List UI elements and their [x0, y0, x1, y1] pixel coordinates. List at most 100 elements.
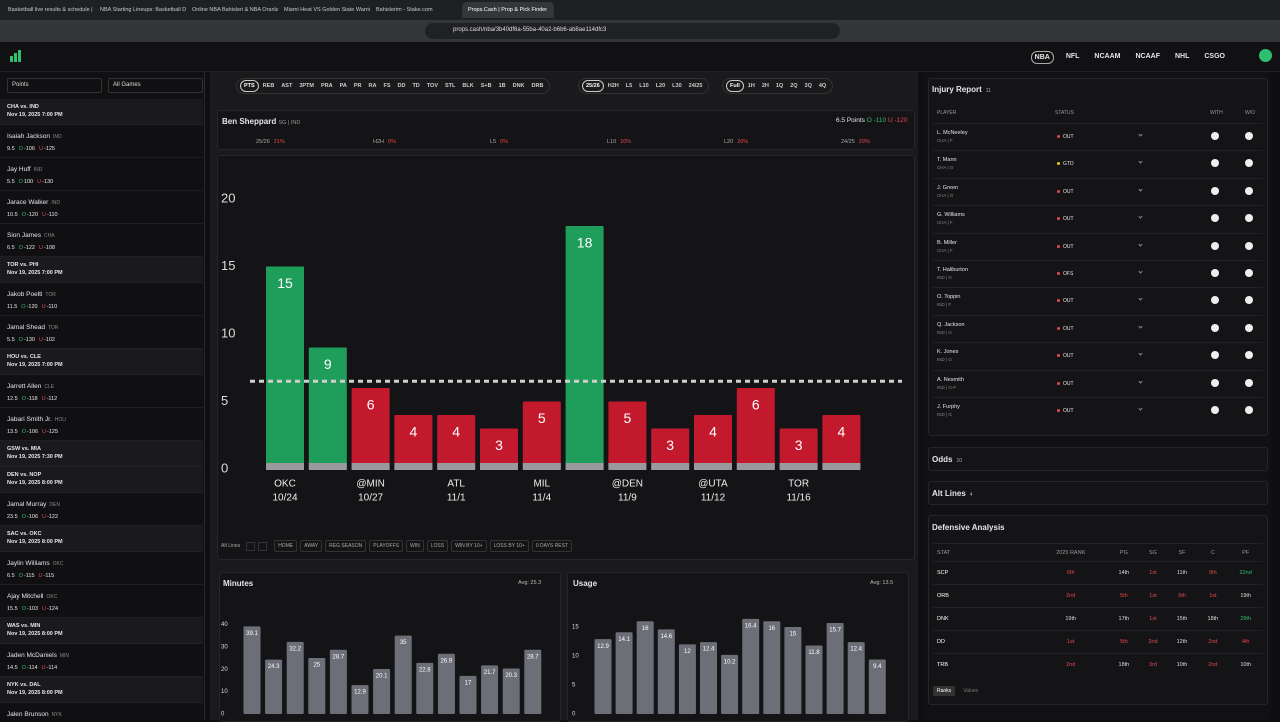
game-header[interactable]: CHA vs. IND Nov 19, 2025 7:00 PM	[0, 99, 203, 125]
with-toggle[interactable]	[1211, 214, 1219, 223]
tab-pill[interactable]: PR	[353, 83, 362, 89]
tab-pill[interactable]: PTS	[240, 80, 259, 92]
tab-pill[interactable]: REB	[262, 83, 275, 89]
tab-pill[interactable]: FS	[383, 83, 391, 89]
league-link[interactable]: NHL	[1174, 53, 1190, 60]
player-prop[interactable]: Jarace Walker IND 10.5 O-120 U-110	[0, 191, 203, 224]
league-link[interactable]: NFL	[1065, 53, 1080, 60]
browser-tab[interactable]: Online NBA Bahisleri & NBA Oranlar...	[192, 7, 278, 13]
tab-pill[interactable]: 2H	[761, 83, 769, 89]
avatar[interactable]	[1259, 49, 1272, 62]
with-toggle[interactable]	[1211, 241, 1219, 250]
with-toggle[interactable]	[1211, 132, 1219, 140]
tab-pill[interactable]: DNK	[512, 83, 525, 89]
without-toggle[interactable]	[1245, 351, 1253, 360]
game-header[interactable]: SAC vs. OKC Nov 19, 2025 8:00 PM	[0, 526, 203, 552]
player-prop[interactable]: Jamal Murray DEN 23.5 O-106 U-122	[0, 493, 203, 526]
tab-pill[interactable]: TD	[412, 83, 420, 89]
tab-pill[interactable]: 1Q	[775, 83, 784, 89]
with-toggle[interactable]	[1211, 159, 1219, 168]
odds-card[interactable]: Odds 10	[928, 447, 1268, 471]
player-prop[interactable]: Jaylin Williams OKC 6.5 O-115 U-115	[0, 552, 203, 585]
games-select[interactable]: All Games	[108, 78, 203, 93]
browser-tab[interactable]: Miami Heat VS Golden State Warrio...	[284, 7, 370, 13]
player-prop[interactable]: Sion James CHA 6.5 O-122 U-108	[0, 224, 203, 257]
tab-pill[interactable]: 1B	[498, 83, 506, 89]
without-toggle[interactable]	[1245, 406, 1253, 414]
without-toggle[interactable]	[1245, 186, 1253, 195]
game-header[interactable]: HOU vs. CLE Nov 19, 2025 7:00 PM	[0, 349, 203, 375]
tab-pill[interactable]: H2H	[607, 83, 619, 89]
alt-lines-card[interactable]: Alt Lines 4	[928, 481, 1268, 505]
player-prop[interactable]: Jabari Smith Jr. HOU 13.5 O-106 U-125	[0, 408, 203, 441]
without-toggle[interactable]	[1245, 159, 1253, 168]
filter-chip[interactable]: PLAYOFFS	[369, 540, 403, 552]
tab-pill[interactable]: BLK	[462, 83, 474, 89]
with-toggle[interactable]	[1211, 296, 1219, 305]
browser-tab[interactable]: NBA Starting Lineups: Basketball Da...	[100, 7, 186, 13]
league-link[interactable]: NBA	[1030, 51, 1054, 64]
game-header[interactable]: GSW vs. MIA Nov 19, 2025 7:30 PM	[0, 441, 203, 467]
game-header[interactable]: DEN vs. NOP Nov 19, 2025 8:00 PM	[0, 467, 203, 493]
stat-select[interactable]: Points	[7, 78, 102, 93]
tab-pill[interactable]: Full	[726, 80, 744, 92]
browser-tab[interactable]: Basketball live results & schedule | S..…	[8, 7, 94, 13]
league-link[interactable]: NCAAF	[1135, 53, 1160, 60]
filter-chip[interactable]: HOME	[274, 540, 298, 552]
tab-pill[interactable]: L5	[625, 83, 633, 89]
filter-chip[interactable]: WIN BY 10+	[451, 540, 487, 552]
tab-pill[interactable]: 4Q	[818, 83, 827, 89]
game-header[interactable]: WAS vs. MIN Nov 19, 2025 8:00 PM	[0, 618, 203, 644]
without-toggle[interactable]	[1245, 241, 1253, 250]
player-prop[interactable]: Jaden McDaniels MIN 14.5 O-114 U-114	[0, 644, 203, 677]
tab-pill[interactable]: 24/25	[688, 83, 703, 89]
filter-chip[interactable]: REG SEASON	[325, 540, 367, 552]
filter-chip[interactable]: AWAY	[300, 540, 323, 552]
without-toggle[interactable]	[1245, 269, 1253, 277]
player-prop[interactable]: Jay Huff IND 5.5 O100 U-130	[0, 158, 203, 191]
tab-pill[interactable]: AST	[281, 83, 293, 89]
tab-pill[interactable]: STL	[445, 83, 456, 89]
url[interactable]: props.cash/nba/3b40df6a-55ba-40a2-b6b6-a…	[425, 23, 840, 39]
league-link[interactable]: CSGO	[1204, 53, 1225, 60]
with-toggle[interactable]	[1211, 269, 1219, 277]
filter-chip[interactable]: 0 DAYS REST	[531, 540, 572, 552]
tab-pill[interactable]: L10	[639, 83, 649, 89]
with-toggle[interactable]	[1211, 378, 1219, 387]
game-header[interactable]: TOR vs. PHI Nov 19, 2025 7:00 PM	[0, 257, 203, 283]
with-toggle[interactable]	[1211, 351, 1219, 360]
with-toggle[interactable]	[1211, 186, 1219, 195]
tab-pill[interactable]: TOV	[426, 83, 438, 89]
filter-chip[interactable]: LOSS BY 10+	[489, 540, 529, 552]
player-prop[interactable]: Ajay Mitchell OKC 15.5 O-103 U-124	[0, 585, 203, 618]
tab-pill[interactable]: 3Q	[804, 83, 812, 89]
filter-chip[interactable]: WIN	[406, 540, 424, 552]
with-toggle[interactable]	[1211, 323, 1219, 332]
logo[interactable]	[10, 50, 22, 62]
without-toggle[interactable]	[1245, 378, 1253, 387]
with-toggle[interactable]	[1211, 406, 1219, 414]
browser-tab[interactable]: Bahislerim - Stake.com	[376, 7, 433, 13]
tab-pill[interactable]: 1H	[747, 83, 755, 89]
without-toggle[interactable]	[1245, 214, 1253, 223]
tab-pill[interactable]: L30	[672, 83, 682, 89]
game-header[interactable]: NYK vs. DAL Nov 19, 2025 8:00 PM	[0, 677, 203, 703]
tab-pill[interactable]: 3PTM	[299, 83, 314, 89]
tab-pill[interactable]: 2Q	[790, 83, 798, 89]
league-link[interactable]: NCAAM	[1094, 53, 1121, 60]
player-prop[interactable]: Jamal Shead TOR 5.5 O-130 U-102	[0, 316, 203, 349]
tab-pill[interactable]: L20	[655, 83, 666, 89]
player-prop[interactable]: Jakob Poeltl TOR 11.5 O-120 U-110	[0, 283, 203, 316]
without-toggle[interactable]	[1245, 132, 1253, 140]
tab-pill[interactable]: PA	[339, 83, 347, 89]
player-prop[interactable]: Jarrett Allen CLE 12.5 O-118 U-112	[0, 375, 203, 408]
without-toggle[interactable]	[1245, 323, 1253, 332]
without-toggle[interactable]	[1245, 296, 1253, 305]
tab-pill[interactable]: S+B	[480, 83, 492, 89]
tab-pill[interactable]: DD	[397, 83, 406, 89]
tab-pill[interactable]: RA	[368, 83, 377, 89]
tab-pill[interactable]: PRA	[321, 83, 333, 89]
browser-tab[interactable]: Props.Cash | Prop & Pick Finder	[462, 2, 554, 18]
defense-button[interactable]: Ranks	[933, 686, 956, 696]
